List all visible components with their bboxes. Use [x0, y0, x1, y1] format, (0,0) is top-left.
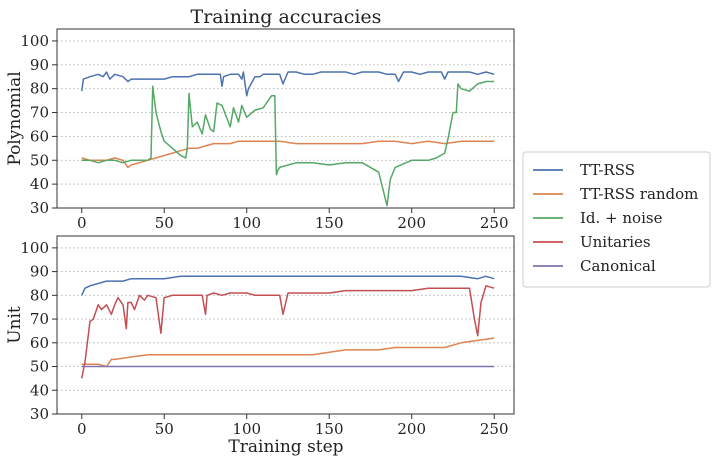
y-axis-label: Unit [5, 306, 25, 344]
y-tick-label: 100 [20, 32, 49, 50]
series-line-tt-rss-random [81, 140, 495, 169]
y-tick-label: 50 [30, 151, 49, 169]
y-tick-label: 40 [30, 175, 49, 193]
legend-label: TT-RSS random [580, 185, 698, 203]
y-tick-label: 40 [30, 381, 49, 399]
subplot-1: 30 40 50 60 70 80 90 100 0 50 100 150 200 250 Polynomi… [5, 28, 515, 232]
x-tick-label: 50 [155, 420, 174, 438]
series-line-tt-rss [80, 71, 495, 97]
legend-label: TT-RSS [580, 161, 635, 179]
y-tick-label: 90 [30, 56, 49, 74]
x-axis-label: Training step [228, 437, 343, 457]
y-tick-label: 90 [30, 263, 49, 281]
legend: TT-RSS TT-RSS random Id. + noise Unitaries C… [522, 151, 711, 288]
x-tick-label: 250 [480, 420, 509, 438]
x-tick-label: 100 [232, 214, 261, 232]
series-line-tt-rss [81, 275, 495, 296]
y-tick-label: 100 [20, 239, 49, 257]
series-line-tt-rss-random [81, 337, 495, 368]
y-tick-label: 30 [30, 199, 49, 217]
y-tick-label: 50 [30, 358, 49, 376]
legend-label: Id. + noise [580, 209, 663, 227]
x-tick-label: 50 [155, 214, 174, 232]
series-line-id-noise [81, 80, 495, 207]
y-tick-label: 60 [30, 127, 49, 145]
x-tick-label: 0 [77, 214, 87, 232]
y-tick-label: 80 [30, 80, 49, 98]
x-tick-label: 200 [397, 420, 426, 438]
y-tick-label: 60 [30, 334, 49, 352]
subplot-2: 30 40 50 60 70 80 90 100 0 50 100 150 200 250 Unit [5, 235, 515, 438]
x-tick-label: 250 [480, 214, 509, 232]
y-tick-label: 70 [30, 310, 49, 328]
x-tick-label: 100 [232, 420, 261, 438]
y-tick-label: 30 [30, 405, 49, 423]
series-line-unitaries [80, 285, 495, 379]
x-tick-label: 0 [77, 420, 87, 438]
y-tick-label: 70 [30, 104, 49, 122]
legend-label: Unitaries [580, 233, 651, 251]
x-tick-label: 150 [315, 214, 344, 232]
legend-label: Canonical [580, 257, 656, 275]
y-axis-label: Polynomial [5, 71, 25, 165]
plot-frame [56, 235, 515, 415]
x-tick-label: 200 [397, 214, 426, 232]
plot-frame [56, 28, 515, 209]
x-tick-label: 150 [315, 420, 344, 438]
chart-title: Training accuracies [191, 6, 382, 28]
y-tick-label: 80 [30, 286, 49, 304]
legend-box [522, 151, 711, 288]
